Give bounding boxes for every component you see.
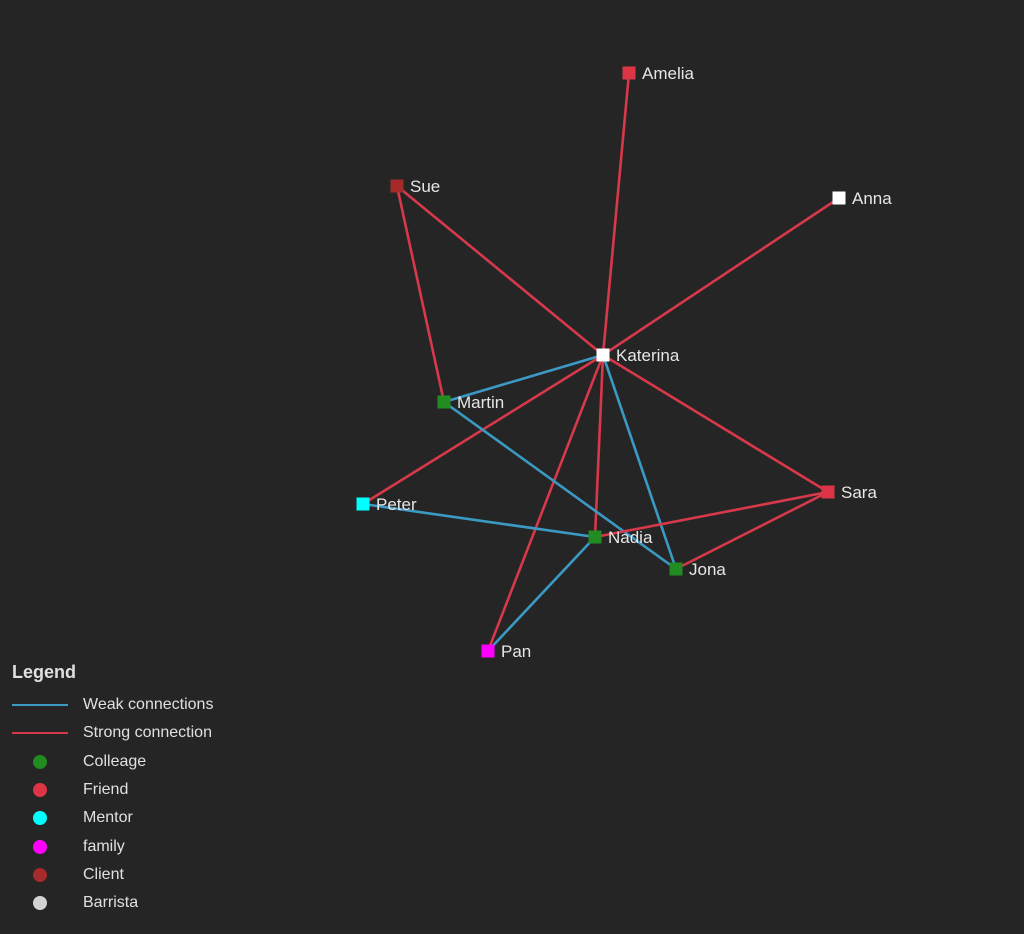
edge-martin-jona — [443, 400, 677, 571]
legend-colleage-row: Colleage — [12, 748, 312, 776]
edge-sue-martin — [395, 185, 446, 403]
edge-sara-jona — [675, 490, 829, 571]
mentor-dot — [33, 811, 47, 826]
node-marker-anna[interactable] — [832, 191, 846, 205]
edge-nadia-pan — [487, 536, 596, 652]
friend-dot — [33, 783, 47, 798]
edge-katerina-amelia — [601, 72, 631, 356]
legend-barrista-row: Barrista — [12, 889, 312, 917]
colleage-dot — [33, 754, 47, 769]
legend-family-row: family — [12, 832, 312, 860]
node-martin[interactable]: Martin — [437, 393, 505, 412]
node-label-pan: Pan — [501, 642, 531, 661]
legend-client-row: Client — [12, 861, 312, 889]
node-label-anna: Anna — [852, 189, 892, 208]
edge-katerina-anna — [602, 196, 840, 357]
legend-mentor-row: Mentor — [12, 804, 312, 832]
node-label-amelia: Amelia — [642, 64, 695, 83]
node-nadia[interactable]: Nadia — [588, 528, 653, 547]
legend-mentor-label: Mentor — [83, 809, 133, 827]
edge-katerina-martin — [443, 353, 604, 404]
legend-weak-row: Weak connections — [12, 691, 312, 719]
legend-strong-label: Strong connection — [83, 724, 212, 742]
node-label-peter: Peter — [376, 495, 417, 514]
legend-title: Legend — [12, 662, 77, 682]
legend-client-label: Client — [83, 865, 124, 883]
node-marker-nadia[interactable] — [588, 530, 602, 544]
node-peter[interactable]: Peter — [356, 495, 417, 514]
weak-line-swatch — [12, 704, 68, 707]
client-dot — [33, 867, 47, 882]
node-label-martin: Martin — [457, 393, 504, 412]
node-anna[interactable]: Anna — [832, 189, 893, 208]
node-marker-pan[interactable] — [481, 644, 495, 658]
edge-katerina-sue — [396, 184, 604, 357]
edge-nadia-sara — [594, 490, 829, 539]
legend-family-label: family — [83, 837, 125, 855]
node-amelia[interactable]: Amelia — [622, 64, 695, 83]
barrista-dot — [33, 896, 47, 911]
edges-layer — [362, 72, 840, 652]
legend-friend-row: Friend — [12, 776, 312, 804]
node-katerina[interactable]: Katerina — [596, 346, 680, 365]
node-pan[interactable]: Pan — [481, 642, 532, 661]
node-label-nadia: Nadia — [608, 528, 653, 547]
edge-katerina-pan — [486, 354, 605, 652]
node-sara[interactable]: Sara — [821, 483, 878, 502]
node-marker-sue[interactable] — [390, 179, 404, 193]
node-label-jona: Jona — [689, 560, 726, 579]
strong-line-swatch — [12, 732, 68, 735]
edge-katerina-nadia — [593, 354, 605, 538]
nodes-layer: Amelia Sue Anna Katerina Martin Peter Nadia Sar… — [356, 64, 893, 661]
legend-weak-label: Weak connections — [83, 696, 214, 714]
legend: Legend Weak connections Strong connectio… — [12, 662, 312, 917]
node-marker-peter[interactable] — [356, 497, 370, 511]
node-label-katerina: Katerina — [616, 346, 680, 365]
node-label-sue: Sue — [410, 177, 440, 196]
legend-colleage-label: Colleage — [83, 752, 147, 770]
node-jona[interactable]: Jona — [669, 560, 727, 579]
node-marker-jona[interactable] — [669, 562, 683, 576]
edge-katerina-sara — [602, 353, 829, 494]
node-marker-martin[interactable] — [437, 395, 451, 409]
legend-strong-row: Strong connection — [12, 719, 312, 747]
edge-peter-nadia — [362, 502, 596, 539]
node-marker-amelia[interactable] — [622, 66, 636, 80]
family-dot — [33, 839, 47, 854]
node-marker-sara[interactable] — [821, 485, 835, 499]
edge-katerina-jona — [601, 354, 678, 570]
node-sue[interactable]: Sue — [390, 177, 441, 196]
node-label-sara: Sara — [841, 483, 877, 502]
legend-friend-label: Friend — [83, 781, 129, 799]
node-marker-katerina[interactable] — [596, 348, 610, 362]
legend-barrista-label: Barrista — [83, 894, 139, 912]
